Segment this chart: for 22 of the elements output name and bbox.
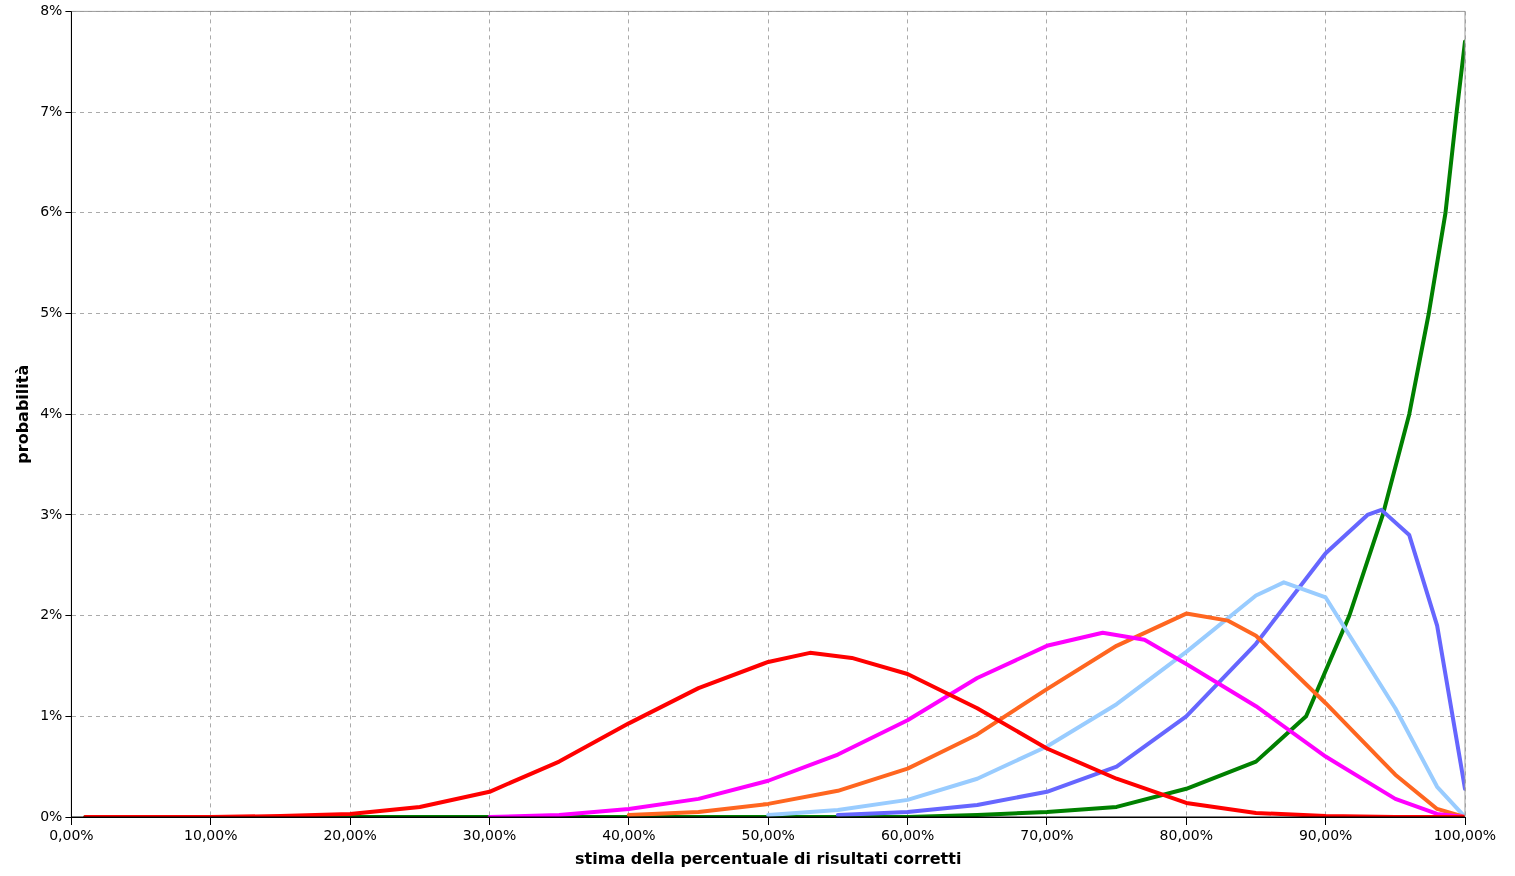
y-tick-label: 5% (40, 304, 63, 321)
x-tick-label: 30,00% (462, 827, 517, 844)
y-tick-label: 3% (40, 505, 63, 522)
y-tick-label: 6% (40, 203, 63, 220)
x-tick-label: 100,00% (1433, 827, 1497, 844)
x-tick-label: 20,00% (323, 827, 377, 844)
x-tick-label: 50,00% (741, 827, 795, 844)
x-tick-label: 90,00% (1298, 827, 1353, 844)
x-axis-title: stima della percentuale di risultati corretti (575, 848, 962, 868)
x-tick-label: 70,00% (1020, 827, 1074, 844)
y-tick-label: 8% (40, 2, 63, 19)
x-tick-label: 10,00% (184, 827, 238, 844)
x-tick-label: 0,00% (49, 827, 94, 844)
x-tick-label: 60,00% (880, 827, 935, 844)
y-tick-label: 1% (40, 706, 63, 723)
y-tick-label: 2% (40, 606, 63, 623)
y-tick-label: 0% (40, 807, 63, 824)
x-tick-label: 40,00% (602, 827, 656, 844)
y-axis-title: probabilità (12, 364, 32, 464)
y-tick-label: 7% (40, 102, 63, 119)
y-tick-label: 4% (40, 404, 63, 421)
x-tick-label: 80,00% (1159, 827, 1213, 844)
